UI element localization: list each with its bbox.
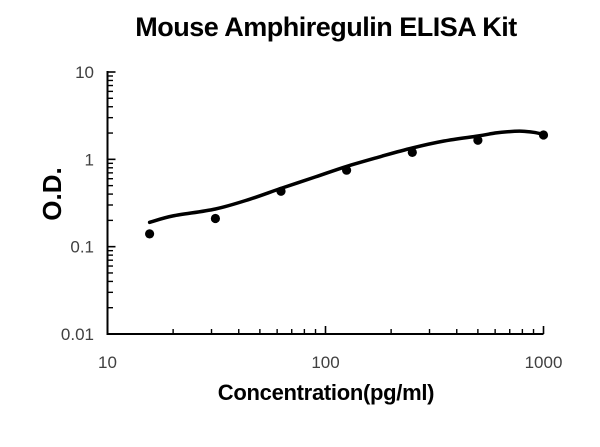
data-point [407,147,417,157]
data-point [145,229,155,239]
fit-curve [147,129,546,225]
x-tick-label: 1000 [525,353,563,372]
x-tick-label: 100 [311,353,339,372]
data-point [276,186,286,196]
data-point [210,213,220,224]
y-tick-label: 0.01 [61,325,94,344]
data-point [473,135,483,145]
y-tick-label: 0.1 [70,238,94,257]
chart-title: Mouse Amphiregulin ELISA Kit [135,12,517,42]
y-tick-label: 10 [75,63,94,82]
data-point [538,130,549,140]
x-tick-label: 10 [98,353,117,372]
data-point [342,165,352,175]
x-axis-title: Concentration(pg/ml) [217,380,435,405]
y-tick-label: 1 [85,150,94,169]
